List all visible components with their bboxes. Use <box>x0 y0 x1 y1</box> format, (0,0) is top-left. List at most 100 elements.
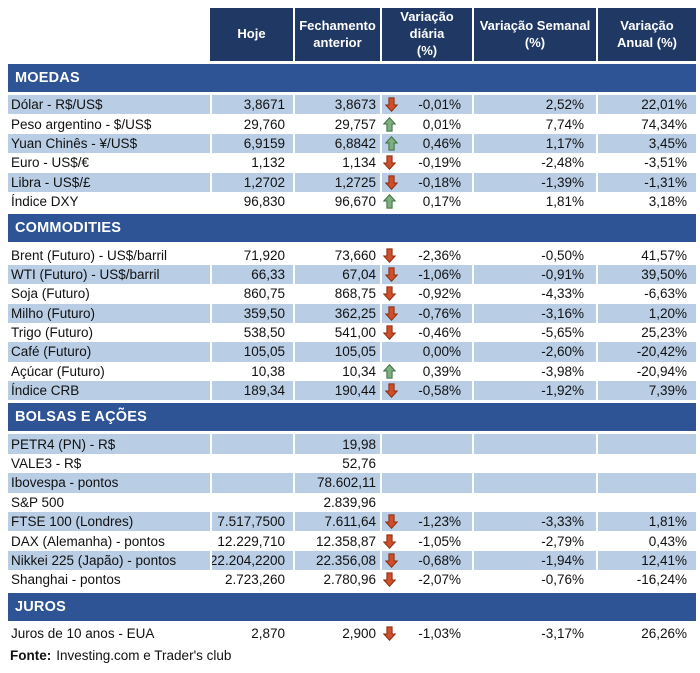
table-row: Nikkei 225 (Japão) - pontos 22.204,2200 22… <box>8 550 696 571</box>
previous-close-value: 1,2725 <box>293 172 380 192</box>
down-arrow-icon <box>382 572 397 588</box>
annual-change-value: -6,63% <box>644 286 687 302</box>
down-arrow-icon <box>384 514 399 530</box>
annual-change-value: 7,39% <box>596 381 696 401</box>
weekly-change-value: -3,17% <box>541 625 584 641</box>
weekly-change-value: 7,74% <box>545 116 584 132</box>
daily-change-cell: 0,17% <box>380 192 472 211</box>
header-row: Hoje Fechamento anterior Variação diária… <box>8 8 696 61</box>
down-arrow-icon <box>382 325 397 341</box>
annual-change-value <box>596 493 696 512</box>
previous-close-value: 10,34 <box>342 363 376 379</box>
row-label: Brent (Futuro) - US$/barril <box>11 247 168 263</box>
today-value <box>210 454 293 473</box>
daily-change-value: -0,18% <box>418 174 461 190</box>
down-arrow-icon <box>382 286 397 302</box>
annual-change-value: 1,20% <box>596 303 696 323</box>
today-value: 22.204,2200 <box>210 550 293 571</box>
daily-change-value: -0,01% <box>418 97 461 113</box>
row-label: WTI (Futuro) - US$/barril <box>8 264 210 285</box>
row-label: Índice CRB <box>8 381 210 401</box>
annual-change-value: -20,94% <box>636 363 687 379</box>
previous-close-value: 868,75 <box>334 286 376 302</box>
up-arrow-icon <box>382 194 397 210</box>
down-arrow-icon <box>384 383 399 399</box>
today-value: 29,760 <box>243 116 285 132</box>
table-row: Peso argentino - $/US$ 29,760 29,757 0,01% 7… <box>8 114 696 133</box>
row-label: S&P 500 <box>11 494 65 510</box>
row-label: Milho (Futuro) <box>8 303 210 323</box>
annual-change-value: 74,34% <box>641 116 687 132</box>
weekly-change-value: -4,33% <box>541 286 584 302</box>
weekly-change-value: -1,39% <box>472 172 596 192</box>
annual-change-value: -20,42% <box>596 342 696 362</box>
weekly-change-value: -5,65% <box>541 325 584 341</box>
weekly-change-value: -0,50% <box>541 247 584 263</box>
daily-change-value: -0,68% <box>418 553 461 568</box>
annual-change-value: 26,26% <box>641 625 687 641</box>
previous-close-value: 105,05 <box>293 342 380 362</box>
row-label: Ibovespa - pontos <box>8 473 210 493</box>
previous-close-value: 6,8842 <box>293 133 380 154</box>
table-row: Juros de 10 anos - EUA 2,870 2,900 -1,03% -3… <box>8 624 696 643</box>
row-label: Shanghai - pontos <box>11 572 121 588</box>
table-row: Café (Futuro) 105,05 105,05 0,00% -2,60% -20,… <box>8 342 696 362</box>
weekly-change-value <box>472 473 596 493</box>
previous-close-value: 362,25 <box>293 303 380 323</box>
arrow-placeholder <box>384 436 399 452</box>
today-value <box>210 493 293 512</box>
today-value: 105,05 <box>210 342 293 362</box>
daily-change-value: 0,17% <box>422 194 461 210</box>
annual-change-value: 0,43% <box>648 533 687 549</box>
previous-close-value: 2,900 <box>342 625 376 641</box>
daily-change-cell: 0,46% <box>380 133 472 154</box>
table-row: Ibovespa - pontos 78.602,11 <box>8 473 696 493</box>
down-arrow-icon <box>384 174 399 190</box>
today-value: 189,34 <box>210 381 293 401</box>
table-row: Trigo (Futuro) 538,50 541,00 -0,46% -5,65% 25… <box>8 323 696 342</box>
annual-change-value <box>596 473 696 493</box>
today-value: 1,132 <box>251 155 285 171</box>
row-label: Açúcar (Futuro) <box>11 363 105 379</box>
sections-container: MOEDAS Dólar - R$/US$ 3,8671 3,8673 -0,01% 2,… <box>8 64 696 643</box>
annual-change-value: -1,31% <box>596 172 696 192</box>
daily-change-value: 0,39% <box>422 363 461 379</box>
header-spacer <box>8 8 210 61</box>
today-value: 71,920 <box>243 247 285 263</box>
row-label: Soja (Futuro) <box>11 286 90 302</box>
weekly-change-value: -3,98% <box>541 363 584 379</box>
down-arrow-icon <box>384 305 399 321</box>
arrow-placeholder <box>384 475 399 491</box>
row-label: Juros de 10 anos - EUA <box>11 625 155 641</box>
annual-change-value: 1,81% <box>596 512 696 532</box>
today-value: 2.723,260 <box>224 572 285 588</box>
today-value: 96,830 <box>243 194 285 210</box>
today-value: 12.229,710 <box>217 533 285 549</box>
table-row: Soja (Futuro) 860,75 868,75 -0,92% -4,33% -6,… <box>8 284 696 303</box>
down-arrow-icon <box>384 266 399 282</box>
down-arrow-icon <box>384 97 399 113</box>
section-header-bolsas-e-acoes: BOLSAS E AÇÕES <box>8 403 696 432</box>
daily-change-cell: -0,18% <box>380 172 472 192</box>
daily-change-cell: 0,00% <box>380 342 472 362</box>
previous-close-value: 2.780,96 <box>323 572 376 588</box>
previous-close-value: 67,04 <box>293 264 380 285</box>
table-row: Açúcar (Futuro) 10,38 10,34 0,39% -3,98% -20,… <box>8 362 696 381</box>
daily-change-value: -0,46% <box>418 325 461 341</box>
down-arrow-icon <box>382 625 397 641</box>
previous-close-value: 96,670 <box>334 194 376 210</box>
daily-change-cell: -1,05% <box>380 531 472 550</box>
source-label: Fonte: <box>10 647 52 663</box>
table-row: Yuan Chinês - ¥/US$ 6,9159 6,8842 0,46% 1,17… <box>8 133 696 154</box>
previous-close-value: 2.839,96 <box>323 494 376 510</box>
daily-change-value: 0,01% <box>422 116 461 132</box>
previous-close-value: 12.358,87 <box>315 533 376 549</box>
weekly-change-value: -3,16% <box>472 303 596 323</box>
daily-change-cell: -1,03% <box>380 624 472 643</box>
table-row: Dólar - R$/US$ 3,8671 3,8673 -0,01% 2,52% 22,… <box>8 95 696 115</box>
annual-change-value: 3,45% <box>596 133 696 154</box>
table-row: Índice CRB 189,34 190,44 -0,58% -1,92% 7,39% <box>8 381 696 401</box>
table-row: FTSE 100 (Londres) 7.517,7500 7.611,64 -1,2… <box>8 512 696 532</box>
daily-change-value: -1,03% <box>418 625 461 641</box>
